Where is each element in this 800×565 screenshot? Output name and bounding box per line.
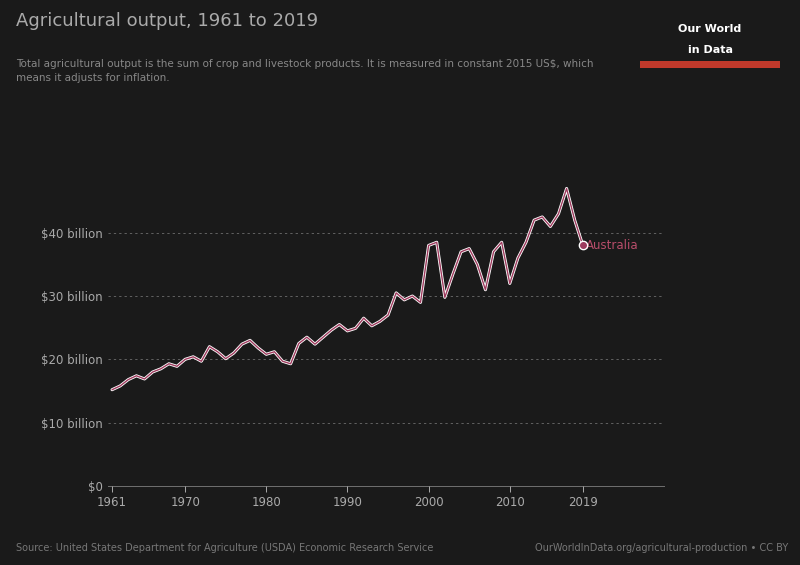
Text: Australia: Australia [586, 239, 638, 252]
Text: Agricultural output, 1961 to 2019: Agricultural output, 1961 to 2019 [16, 12, 318, 31]
Text: Our World: Our World [678, 24, 742, 34]
Text: OurWorldInData.org/agricultural-production • CC BY: OurWorldInData.org/agricultural-producti… [534, 542, 788, 553]
Bar [640, 61, 780, 68]
Text: Source: United States Department for Agriculture (USDA) Economic Research Servic: Source: United States Department for Agr… [16, 542, 434, 553]
Text: Total agricultural output is the sum of crop and livestock products. It is measu: Total agricultural output is the sum of … [16, 59, 594, 83]
Text: in Data: in Data [687, 45, 733, 55]
